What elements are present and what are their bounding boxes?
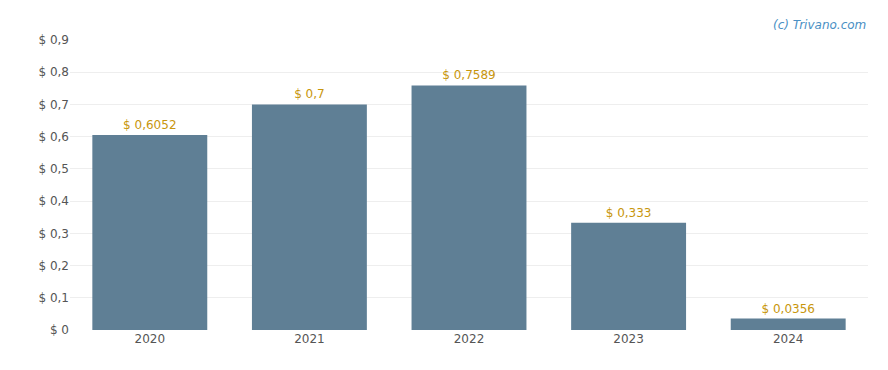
svg-text:2024: 2024 bbox=[773, 332, 804, 346]
svg-text:$ 0: $ 0 bbox=[50, 323, 69, 337]
svg-text:$ 0,7589: $ 0,7589 bbox=[442, 68, 495, 82]
svg-text:$ 0,1: $ 0,1 bbox=[38, 291, 69, 305]
svg-text:$ 0,333: $ 0,333 bbox=[606, 206, 652, 220]
svg-text:$ 0,7: $ 0,7 bbox=[38, 98, 69, 112]
svg-text:2023: 2023 bbox=[613, 332, 644, 346]
svg-text:$ 0,6052: $ 0,6052 bbox=[123, 118, 176, 132]
svg-text:$ 0,0356: $ 0,0356 bbox=[761, 302, 814, 316]
svg-text:2022: 2022 bbox=[454, 332, 485, 346]
svg-text:$ 0,8: $ 0,8 bbox=[38, 65, 69, 79]
svg-text:$ 0,2: $ 0,2 bbox=[38, 259, 69, 273]
svg-text:$ 0,4: $ 0,4 bbox=[38, 194, 69, 208]
svg-text:$ 0,7: $ 0,7 bbox=[294, 87, 325, 101]
svg-text:(c) Trivano.com: (c) Trivano.com bbox=[773, 18, 866, 32]
svg-text:$ 0,6: $ 0,6 bbox=[38, 130, 69, 144]
svg-text:$ 0,9: $ 0,9 bbox=[38, 33, 69, 47]
svg-text:$ 0,5: $ 0,5 bbox=[38, 162, 69, 176]
svg-text:$ 0,3: $ 0,3 bbox=[38, 227, 69, 241]
svg-text:2020: 2020 bbox=[135, 332, 166, 346]
svg-text:2021: 2021 bbox=[294, 332, 325, 346]
